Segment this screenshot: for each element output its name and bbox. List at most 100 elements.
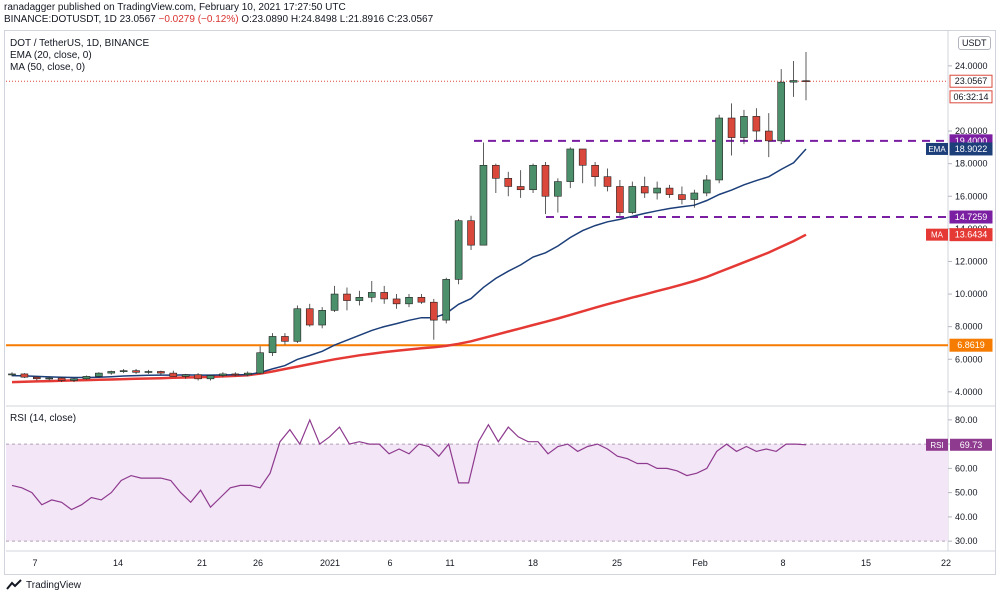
candle-body	[144, 371, 153, 373]
price-tick-label: 6.0000	[955, 354, 983, 364]
rsi-tick-label: 40.00	[955, 512, 978, 522]
candle-body	[740, 116, 748, 138]
candle-body	[702, 179, 711, 194]
candle-body	[578, 148, 587, 166]
candle-body	[467, 220, 475, 246]
level-label-box	[949, 338, 993, 352]
level-label-box	[949, 210, 993, 224]
level-label: 18.9022	[955, 144, 988, 154]
time-tick-label: 2021	[320, 558, 340, 568]
rsi-tick-label: 50.00	[955, 488, 978, 498]
candle-body	[430, 301, 438, 321]
legend-symbol: DOT / TetherUS, 1D, BINANCE	[10, 38, 150, 49]
candle-body	[566, 148, 575, 182]
candle-body	[690, 192, 699, 200]
candle-body	[8, 373, 16, 376]
candle-body	[727, 117, 736, 138]
candle-body	[492, 164, 500, 179]
candle-body	[665, 187, 674, 195]
level-tag-box	[926, 228, 948, 241]
footer: TradingView	[6, 579, 81, 591]
time-tick-label: 26	[253, 558, 263, 568]
level-label: 06:32:14	[953, 92, 988, 102]
candle-body	[194, 374, 202, 380]
ticker-ohlc: O:23.0890 H:24.8498 L:21.8916 C:23.0567	[241, 14, 434, 25]
publish-line: ranadagger published on TradingView.com,…	[4, 2, 346, 13]
price-tick-label: 24.0000	[955, 61, 988, 71]
level-tag: EMA	[928, 145, 946, 154]
time-tick-label: 25	[612, 558, 622, 568]
legend-ema: EMA (20, close, 0)	[10, 50, 92, 61]
price-legend: DOT / TetherUS, 1D, BINANCE EMA (20, clo…	[10, 38, 149, 74]
time-tick-label: 11	[445, 558, 454, 568]
candle-body	[132, 370, 140, 373]
footer-brand: TradingView	[26, 579, 82, 591]
level-label: 14.7259	[955, 212, 988, 222]
rsi-tick-label: 60.00	[955, 463, 978, 473]
rsi-legend: RSI (14, close)	[10, 413, 76, 425]
candle-body	[107, 371, 116, 374]
candle-body	[367, 292, 376, 298]
level-label: 19.4000	[955, 136, 988, 146]
price-tick-label: 10.0000	[955, 289, 988, 299]
level-label: 6.8619	[957, 340, 985, 350]
time-tick-label: 18	[528, 558, 538, 568]
time-tick-label: 6	[387, 558, 392, 568]
candle-body	[802, 80, 810, 82]
time-tick-label: 7	[32, 558, 37, 568]
candle-body	[256, 352, 264, 374]
ticker-symbol: BINANCE:DOTUSDT, 1D 23.0567	[4, 14, 156, 25]
rsi-tag-box	[926, 438, 948, 451]
price-tick-label: 12.0000	[955, 256, 988, 266]
candle-body	[752, 116, 761, 132]
candle-body	[554, 181, 562, 197]
candle-body	[777, 81, 785, 142]
candle-body	[119, 370, 128, 372]
ema20-line	[11, 148, 807, 379]
candle-body	[454, 220, 463, 280]
candle-body	[603, 176, 612, 187]
time-tick-label: 8	[780, 558, 785, 568]
candle-body	[45, 377, 54, 380]
candle-body	[653, 187, 661, 194]
rsi-tick-label: 80.00	[955, 415, 978, 425]
ticker-change: −0.0279 (−0.12%)	[158, 14, 239, 25]
candle-body	[95, 372, 103, 377]
candle-body	[157, 371, 165, 374]
currency-badge[interactable]: USDT	[958, 36, 991, 50]
candle-body	[293, 308, 302, 342]
candle-body	[789, 80, 798, 83]
time-tick-label: Feb	[692, 558, 708, 568]
candle-body	[219, 373, 227, 376]
level-label-box	[949, 90, 993, 104]
candle-body	[305, 308, 314, 326]
price-tick-label: 18.0000	[955, 159, 988, 169]
candle-body	[764, 130, 773, 142]
candle-body	[715, 117, 723, 181]
candle-body	[243, 372, 252, 376]
candle-body	[318, 310, 326, 326]
candle-body	[417, 297, 426, 303]
candle-body	[380, 292, 388, 300]
level-tag-box	[926, 142, 948, 155]
time-tick-label: 15	[861, 558, 871, 568]
candle-body	[70, 378, 78, 381]
candle-body	[616, 186, 624, 213]
candle-body	[405, 297, 413, 305]
tradingview-logo-icon	[6, 579, 22, 591]
level-label-box	[949, 74, 993, 88]
time-tick-label: 21	[197, 558, 207, 568]
price-tick-label: 4.0000	[955, 387, 983, 397]
candle-body	[628, 186, 637, 213]
candle-body	[33, 376, 41, 380]
level-label-box	[949, 228, 993, 242]
candle-body	[504, 178, 513, 187]
candle-body	[442, 279, 451, 321]
publish-header: ranadagger published on TradingView.com,…	[4, 2, 433, 26]
level-label-box	[949, 142, 993, 156]
candle-body	[231, 373, 240, 376]
candle-body	[678, 194, 686, 200]
rsi-value-box	[950, 438, 992, 451]
price-tick-label: 8.0000	[955, 322, 983, 332]
